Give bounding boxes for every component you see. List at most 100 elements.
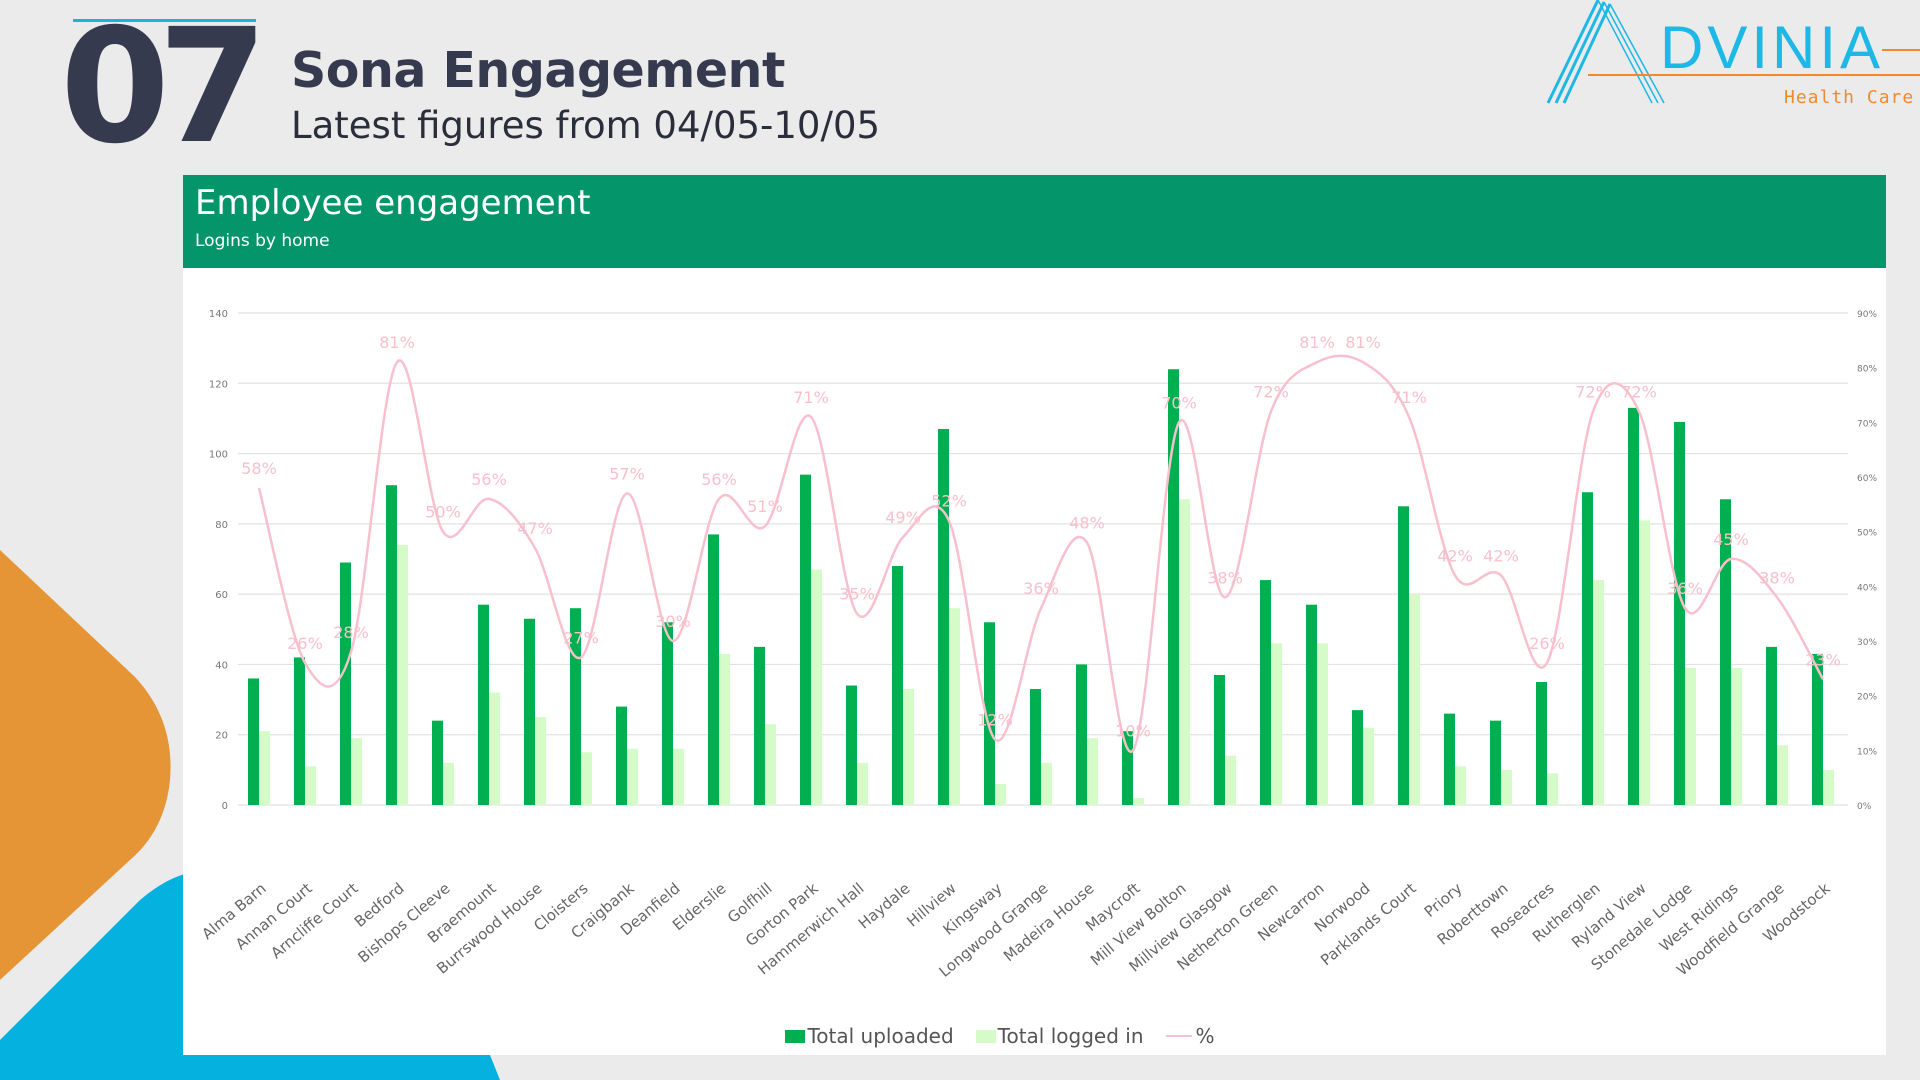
percent-data-label: 58% xyxy=(241,459,277,478)
bar-total-logged-in xyxy=(627,748,638,805)
bar-total-uploaded xyxy=(340,562,351,805)
percent-data-label: 38% xyxy=(1207,568,1243,587)
panel-header: Employee engagement Logins by home xyxy=(183,175,1886,268)
bar-total-uploaded xyxy=(1398,506,1409,805)
y2-tick-label: 70% xyxy=(1857,419,1877,429)
bar-total-uploaded xyxy=(1122,731,1133,805)
bar-total-logged-in xyxy=(673,748,684,805)
percent-data-label: 50% xyxy=(425,503,461,522)
y-tick-label: 40 xyxy=(215,660,228,671)
bar-total-uploaded xyxy=(1720,499,1731,805)
x-tick-label: Haydale xyxy=(855,879,914,932)
bar-total-uploaded xyxy=(1444,713,1455,805)
bar-total-uploaded xyxy=(1628,407,1639,805)
bar-total-logged-in xyxy=(443,762,454,805)
percent-data-label: 81% xyxy=(1299,333,1335,352)
percent-data-label: 56% xyxy=(471,470,507,489)
panel-subtitle: Logins by home xyxy=(195,231,330,251)
percent-line xyxy=(257,354,1825,753)
bar-total-uploaded xyxy=(800,474,811,805)
bar-total-logged-in xyxy=(1041,762,1052,805)
percent-data-label: 10% xyxy=(1115,721,1151,740)
percent-data-label: 30% xyxy=(655,612,691,631)
bar-total-logged-in xyxy=(305,766,316,805)
legend-swatch-percent xyxy=(1165,1035,1192,1037)
bar-total-logged-in xyxy=(1179,499,1190,805)
bar-total-uploaded xyxy=(1260,580,1271,805)
y-tick-label: 60 xyxy=(215,590,228,601)
panel-title: Employee engagement xyxy=(195,183,591,223)
bar-total-uploaded xyxy=(1536,682,1547,805)
bar-total-uploaded xyxy=(1766,646,1777,805)
legend-swatch-logged-in xyxy=(975,1029,996,1043)
bar-total-logged-in xyxy=(1547,773,1558,805)
legend-swatch-uploaded xyxy=(785,1029,806,1043)
percent-data-label: 42% xyxy=(1483,546,1519,565)
section-number: 07 xyxy=(60,0,268,179)
chart-legend: Total uploaded Total logged in % xyxy=(0,1024,1920,1048)
page-subtitle: Latest figures from 04/05-10/05 xyxy=(291,104,881,147)
bar-total-uploaded xyxy=(1306,604,1317,805)
bar-total-logged-in xyxy=(995,783,1006,805)
bar-total-logged-in xyxy=(1685,667,1696,805)
bar-total-uploaded xyxy=(1352,710,1363,805)
bar-total-logged-in xyxy=(1133,797,1144,805)
bar-total-logged-in xyxy=(857,762,868,805)
percent-data-label: 70% xyxy=(1161,393,1197,412)
percent-data-label: 49% xyxy=(885,508,921,527)
percent-data-label: 72% xyxy=(1575,382,1611,401)
percent-data-label: 71% xyxy=(793,388,829,407)
percent-data-label: 45% xyxy=(1713,530,1749,549)
bar-total-uploaded xyxy=(294,657,305,805)
bar-total-uploaded xyxy=(570,608,581,805)
percent-data-label: 27% xyxy=(563,628,599,647)
percent-data-label: 23% xyxy=(1805,650,1841,669)
percent-data-label: 26% xyxy=(287,634,323,653)
bar-total-logged-in xyxy=(1731,667,1742,805)
y2-tick-label: 40% xyxy=(1857,583,1877,593)
orange-shape xyxy=(0,550,171,980)
y2-tick-label: 30% xyxy=(1857,638,1877,648)
bar-total-uploaded xyxy=(524,618,535,805)
y-tick-label: 20 xyxy=(215,731,228,742)
bar-total-uploaded xyxy=(1812,653,1823,805)
bar-total-uploaded xyxy=(478,604,489,805)
y-axis-left: 0 20 40 60 80 100 120 140 xyxy=(209,309,228,812)
y-tick-label: 0 xyxy=(222,801,228,812)
bar-total-logged-in xyxy=(1777,745,1788,805)
y-tick-label: 80 xyxy=(215,520,228,531)
y-tick-label: 140 xyxy=(209,309,228,320)
bar-total-uploaded xyxy=(892,566,903,805)
logo-brand-text: DVINIA xyxy=(1660,14,1884,81)
y2-tick-label: 0% xyxy=(1857,802,1872,812)
accent-line xyxy=(73,19,256,22)
bar-total-uploaded xyxy=(1674,421,1685,805)
y2-tick-label: 90% xyxy=(1857,310,1877,320)
legend-label: Total logged in xyxy=(997,1024,1144,1048)
bar-total-logged-in xyxy=(397,544,408,805)
bar-total-logged-in xyxy=(1409,594,1420,805)
logo-a-icon xyxy=(1546,0,1665,104)
percent-data-label: 28% xyxy=(333,623,369,642)
y-tick-label: 100 xyxy=(209,450,228,461)
percent-data-label: 48% xyxy=(1069,514,1105,533)
percent-data-label: 72% xyxy=(1621,382,1657,401)
percent-data-label: 26% xyxy=(1529,634,1565,653)
bar-total-uploaded xyxy=(248,678,259,805)
bar-total-uploaded xyxy=(386,485,397,805)
percent-data-label: 42% xyxy=(1437,546,1473,565)
bar-total-uploaded xyxy=(1030,689,1041,805)
bar-total-logged-in xyxy=(1225,755,1236,805)
bar-total-uploaded xyxy=(984,622,995,805)
y2-tick-label: 20% xyxy=(1857,693,1877,703)
y2-tick-label: 80% xyxy=(1857,365,1877,375)
bar-total-logged-in xyxy=(1087,738,1098,805)
bar-total-uploaded xyxy=(708,534,719,805)
bars xyxy=(248,369,1834,805)
y2-tick-label: 50% xyxy=(1857,529,1877,539)
legend-label: % xyxy=(1195,1024,1215,1048)
percent-data-label: 57% xyxy=(609,464,645,483)
page-title: Sona Engagement xyxy=(291,42,785,99)
